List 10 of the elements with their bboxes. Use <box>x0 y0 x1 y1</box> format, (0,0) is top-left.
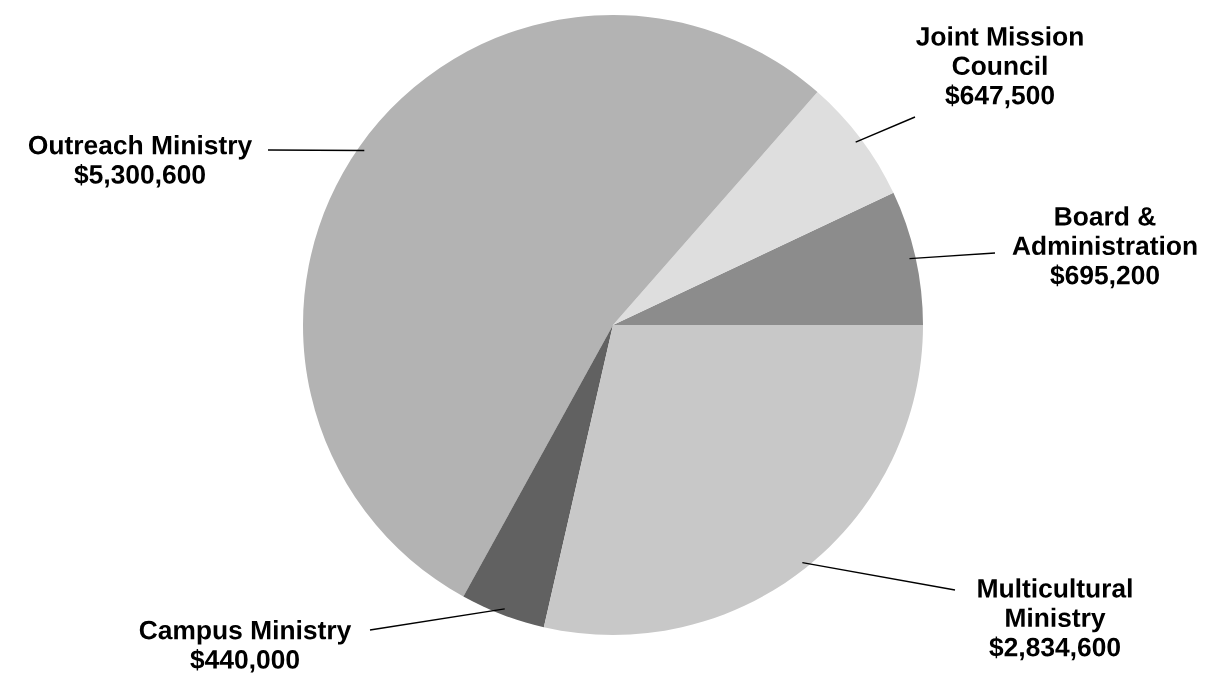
slice-label: Joint Mission Council <box>916 26 1083 76</box>
data-label: $695,200 <box>1050 264 1159 289</box>
data-label: $440,000 <box>190 648 299 673</box>
slice-label: Multicultural Ministry <box>978 578 1132 633</box>
data-label: $5,300,600 <box>74 163 205 188</box>
slice-label: Outreach Ministry <box>28 135 253 160</box>
slice-label: Campus Ministry <box>139 620 352 645</box>
data-label: $2,834,600 <box>989 636 1120 661</box>
data-label: $647,500 <box>945 84 1054 109</box>
slice-label: Board & Administration <box>1012 206 1197 256</box>
